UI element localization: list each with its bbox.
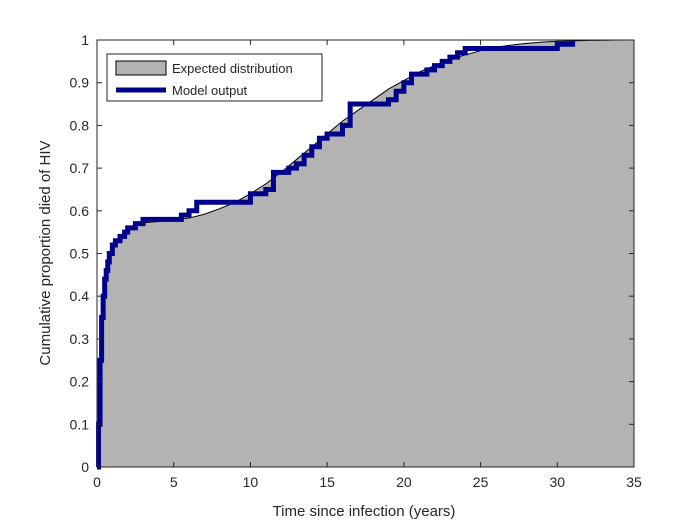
- y-tick-label: 0.6: [70, 203, 90, 219]
- x-tick-label: 25: [473, 474, 489, 490]
- legend-label-expected-distribution: Expected distribution: [172, 61, 293, 76]
- y-tick-label: 0.7: [70, 160, 90, 176]
- x-tick-label: 30: [549, 474, 565, 490]
- y-tick-label: 0.5: [70, 246, 90, 262]
- x-tick-label: 0: [93, 474, 101, 490]
- model-output-line: [96, 40, 576, 470]
- axes: 0 5 10 15 20 25 30 35 0 0.1 0.2 0.3 0.4 0.5 0.6 0.7 0.8 0…: [70, 32, 642, 490]
- legend-swatch-expected-distribution: [115, 60, 167, 76]
- y-tick-label: 0.1: [70, 416, 90, 432]
- x-tick-label: 20: [396, 474, 412, 490]
- x-tick-label: 35: [626, 474, 642, 490]
- plot-area: [96, 39, 634, 470]
- y-tick-label: 0.9: [70, 75, 90, 91]
- y-tick-label: 0.2: [70, 374, 90, 390]
- legend: Expected distribution Model output: [106, 53, 323, 102]
- y-tick-label: 0.8: [70, 117, 90, 133]
- y-tick-label: 1: [81, 32, 89, 48]
- expected-distribution-area: [97, 40, 634, 467]
- y-tick-label: 0.3: [70, 331, 90, 347]
- x-axis-label: Time since infection (years): [273, 503, 456, 520]
- x-tick-label: 15: [319, 474, 335, 490]
- y-tick-label: 0: [81, 459, 89, 475]
- y-axis-label: Cumulative proportion died of HIV: [37, 140, 54, 365]
- legend-label-model-output: Model output: [172, 83, 248, 98]
- y-tick-label: 0.4: [70, 288, 90, 304]
- x-tick-label: 10: [243, 474, 259, 490]
- x-tick-label: 5: [170, 474, 178, 490]
